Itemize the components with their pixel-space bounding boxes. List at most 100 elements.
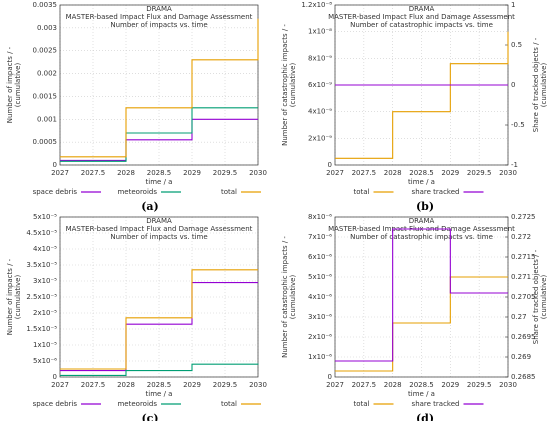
y2-axis-label: (cumulative) [540, 63, 548, 108]
y-axis-label: (cumulative) [14, 63, 22, 108]
data-line [335, 31, 509, 159]
chart-panel: 0 0.0005 0.001 0.0015 0.002 0.0025 0.003 0.0035… [6, 1, 267, 213]
x-tick-label: 2027 [51, 381, 69, 389]
y2-tick-label: -0.5 [511, 121, 525, 129]
y-tick-label: 8x10⁻⁹ [308, 54, 332, 62]
chart-title: Number of impacts vs. time [110, 233, 207, 241]
x-tick-label: 2027 [51, 169, 69, 177]
x-axis-label: time / a [408, 178, 435, 186]
y2-tick-label: 0.2715 [511, 253, 536, 261]
y-tick-label: 0 [53, 161, 57, 169]
y2-tick-label: 0.272 [511, 233, 531, 241]
x-tick-label: 2027.5 [352, 381, 377, 389]
y-tick-label: 7x10⁻⁶ [308, 233, 332, 241]
y-tick-label: 3x10⁻⁶ [308, 313, 332, 321]
legend-label: meteoroids [117, 188, 157, 196]
x-tick-label: 2029.5 [213, 169, 238, 177]
data-line [60, 18, 259, 158]
y-tick-label: 0 [53, 373, 57, 381]
y-tick-label: 8x10⁻⁶ [308, 213, 332, 221]
legend-label: share tracked [412, 400, 460, 408]
y-tick-label: 2x10⁻⁹ [308, 134, 332, 142]
y-tick-label: 3.5x10⁻⁵ [26, 261, 57, 269]
y2-tick-label: 1 [511, 1, 515, 9]
legend-label: total [353, 400, 369, 408]
data-line [335, 276, 508, 372]
chart-title: DRAMA [409, 5, 435, 13]
y-tick-label: 0 [328, 373, 332, 381]
x-tick-label: 2029.5 [467, 169, 492, 177]
chart-title: DRAMA [146, 5, 172, 13]
y2-axis-label: Share of tracked objects / - [532, 37, 540, 132]
legend-label: space debris [33, 188, 78, 196]
chart-panel: 0 2x10⁻⁹ 4x10⁻⁹ 6x10⁻⁹ 8x10⁻⁹ 1x10⁻⁸ 1.2x10⁻⁸ 2… [281, 1, 548, 213]
y2-axis-label: Share of tracked objects / - [532, 249, 540, 344]
y-tick-label: 0.001 [37, 115, 57, 123]
legend-label: total [353, 188, 369, 196]
x-tick-label: 2028 [384, 381, 402, 389]
x-tick-label: 2029 [441, 381, 459, 389]
panel-label: (a) [141, 200, 159, 213]
x-axis-label: time / a [408, 390, 435, 398]
y-tick-label: 0.0005 [33, 138, 58, 146]
x-tick-label: 2029 [183, 381, 201, 389]
y2-tick-label: 0.2685 [511, 373, 536, 381]
y2-tick-label: 0.27 [511, 313, 527, 321]
y-tick-label: 1.5x10⁻⁵ [26, 325, 57, 333]
y-tick-label: 6x10⁻⁶ [308, 253, 332, 261]
y-tick-label: 0.002 [37, 70, 57, 78]
y2-tick-label: 0 [511, 81, 515, 89]
y-tick-label: 5x10⁻⁶ [308, 273, 332, 281]
chart-panel: 0 1x10⁻⁶ 2x10⁻⁶ 3x10⁻⁶ 4x10⁻⁶ 5x10⁻⁶ 6x10⁻⁶ 7x1… [281, 213, 548, 421]
y2-tick-label: 0.5 [511, 41, 522, 49]
x-tick-label: 2030 [499, 381, 517, 389]
y-tick-label: 4.5x10⁻⁵ [26, 229, 57, 237]
x-tick-label: 2027.5 [352, 169, 377, 177]
y-axis-label: Number of impacts / - [6, 46, 14, 123]
legend-label: space debris [33, 400, 78, 408]
chart-title: Number of impacts vs. time [110, 21, 207, 29]
y-axis-label: (cumulative) [14, 275, 22, 320]
x-tick-label: 2028 [384, 169, 402, 177]
y-tick-label: 4x10⁻⁶ [308, 293, 332, 301]
y-tick-label: 1x10⁻⁸ [308, 28, 332, 36]
y2-tick-label: 0.2725 [511, 213, 536, 221]
data-line [335, 228, 508, 362]
data-line [60, 107, 258, 162]
y-tick-label: 2x10⁻⁶ [308, 333, 332, 341]
y-tick-label: 5x10⁻⁵ [33, 213, 57, 221]
y-tick-label: 6x10⁻⁹ [308, 81, 332, 89]
x-tick-label: 2030 [499, 169, 517, 177]
panel-label: (d) [416, 412, 434, 421]
y2-axis-label: (cumulative) [540, 275, 548, 320]
data-line [60, 363, 259, 376]
y-tick-label: 0.0015 [33, 92, 58, 100]
chart-title: MASTER-based Impact Flux and Damage Asse… [66, 225, 253, 233]
y-axis-label: (cumulative) [289, 63, 297, 108]
plot-frame [334, 216, 509, 378]
chart-title: DRAMA [146, 217, 172, 225]
y-tick-label: 4x10⁻⁵ [33, 245, 57, 253]
y-axis-label: Number of catastrophic impacts / - [281, 24, 289, 146]
y2-tick-label: 0.271 [511, 273, 531, 281]
plot-frame [59, 4, 259, 166]
data-line [60, 269, 258, 370]
y-tick-label: 2x10⁻⁵ [33, 309, 57, 317]
legend-label: total [221, 188, 237, 196]
x-tick-label: 2029 [183, 169, 201, 177]
chart-panel: 0 5x10⁻⁶ 1x10⁻⁵ 1.5x10⁻⁵ 2x10⁻⁵ 2.5x10⁻⁵ 3x10⁻… [6, 213, 267, 421]
y-tick-label: 0.0035 [33, 1, 58, 9]
x-tick-label: 2028.5 [147, 381, 172, 389]
panel-label: (b) [416, 200, 434, 213]
y-axis-label: Number of catastrophic impacts / - [281, 236, 289, 358]
x-tick-label: 2029 [441, 169, 459, 177]
chart-title: DRAMA [409, 217, 435, 225]
x-tick-label: 2028.5 [409, 381, 434, 389]
x-tick-label: 2028 [117, 169, 135, 177]
plot-frame [59, 216, 259, 378]
x-tick-label: 2027 [326, 169, 344, 177]
x-tick-label: 2029.5 [467, 381, 492, 389]
y-axis-label: (cumulative) [289, 275, 297, 320]
x-tick-label: 2030 [249, 169, 267, 177]
